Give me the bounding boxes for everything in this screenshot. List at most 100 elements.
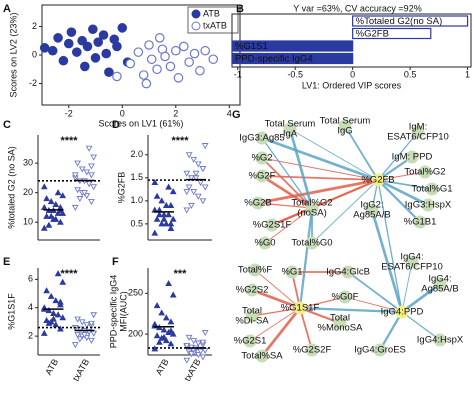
y-tick-label: 250 [128,288,143,298]
node-label: Total%F [238,265,273,276]
node-label: ESAT6/CFP10 [381,262,443,273]
point [54,311,62,318]
point [169,188,177,195]
legend-marker [191,9,201,19]
node-label: %G1S1F [281,303,320,314]
point [74,316,81,323]
node [405,150,419,164]
edge [261,157,313,209]
point [59,314,67,321]
significance: **** [60,135,78,147]
point [59,192,67,199]
point [90,154,98,161]
edge [249,307,301,342]
panel-label: E [3,256,10,268]
point [165,61,176,72]
node [265,218,279,232]
point [192,170,200,177]
y-axis-label: %G2FB [116,172,126,204]
point [58,55,69,66]
node [395,305,409,319]
point [57,218,64,225]
point [47,198,55,205]
edge [311,179,379,244]
edge [377,179,433,190]
point [53,33,63,43]
y-tick-label: -2 [29,78,37,88]
node-label: IgM: [409,122,427,133]
point [57,325,64,332]
point [183,357,191,364]
point [57,298,64,305]
point [200,45,211,56]
point [88,320,95,327]
point [179,41,189,52]
point [190,189,198,196]
x-tick-label: 1 [465,69,470,79]
node-label: %G2S2 [236,285,269,296]
edge [271,206,313,227]
point [88,163,95,170]
point [167,327,175,334]
point [90,184,98,191]
significance: **** [171,135,189,147]
point [185,152,193,159]
edge [370,209,404,313]
y-tick-label: 0.5 [130,218,143,228]
node-label: %G2F [249,171,276,182]
x-tick-label: txATB [71,357,92,383]
point [43,287,50,294]
node [255,169,269,183]
point [162,314,170,321]
point [88,172,95,179]
x-tick-label: ATB [43,357,60,377]
y-tick-label: 10 [23,217,33,227]
point [52,321,60,328]
edge [344,296,403,313]
edge [401,261,413,313]
node-label: Total [242,306,262,317]
point [190,338,198,345]
point [98,30,109,40]
point [90,53,101,63]
point [158,197,166,204]
edge [377,156,413,181]
point [167,340,175,347]
y-tick-label: 2 [32,21,37,31]
panel-label: A [3,3,11,15]
point [54,270,62,277]
point [45,221,53,228]
point [167,224,175,232]
y-tick-label: 2 [28,330,33,340]
point [47,212,55,219]
point [160,215,168,222]
point [160,333,168,340]
edge [379,311,403,351]
node [251,196,265,210]
point [74,332,81,339]
point [93,37,103,47]
edge [299,306,341,325]
node-label: Total Serum [320,116,371,127]
node-label: IgG3:Ag85 [239,133,284,144]
point [45,319,53,326]
x-axis-label: LV1: Ordered VIP scores [302,80,402,90]
panel-label: F [112,256,119,268]
node-label: ESAT6/CFP10 [387,132,449,143]
point [112,41,122,52]
point [197,348,204,355]
point [151,320,159,327]
node [338,290,352,304]
x-tick-label: -2 [65,108,73,118]
y-tick-label: 200 [128,328,143,338]
node [425,182,439,196]
point [201,143,209,150]
node-label: IgG4:GroES [354,345,406,356]
point [85,145,93,152]
point [83,335,91,342]
point [88,24,98,35]
point [199,198,207,205]
node [405,255,419,269]
point [169,291,177,298]
point [173,73,184,83]
